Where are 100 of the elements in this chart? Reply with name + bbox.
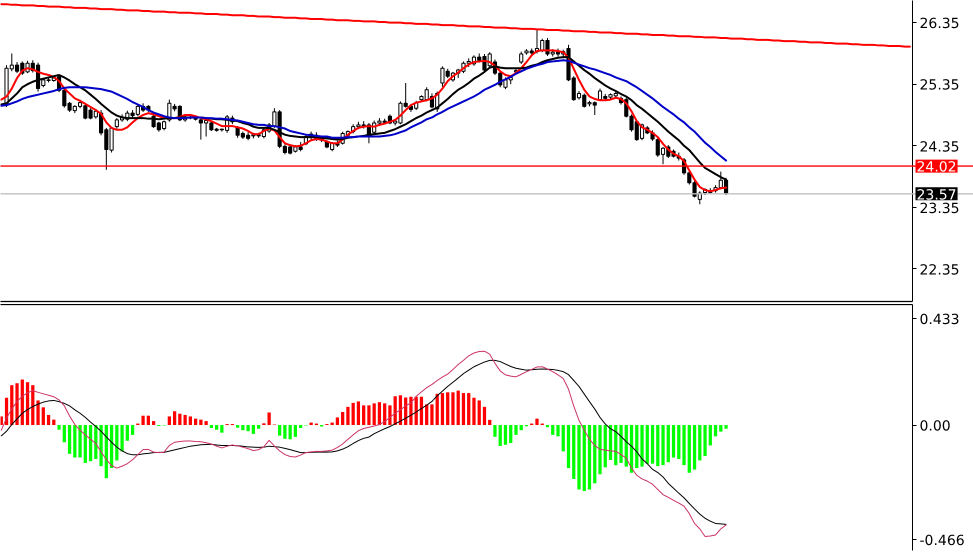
bar (104, 425, 108, 478)
bar (703, 425, 707, 456)
bar (257, 425, 260, 429)
bar (719, 425, 722, 432)
bar (593, 425, 596, 484)
bar (493, 425, 497, 437)
bar (472, 398, 476, 426)
bar (210, 425, 213, 428)
bar (604, 425, 607, 468)
line-series (0, 59, 728, 162)
bar (356, 401, 360, 426)
bar (204, 421, 208, 426)
bar (535, 418, 539, 426)
bar (168, 416, 171, 426)
bar (84, 425, 87, 463)
bar (94, 425, 98, 459)
bar (698, 425, 702, 460)
bar (650, 425, 654, 464)
bar (456, 390, 460, 426)
bar (367, 405, 371, 426)
bar (20, 380, 24, 426)
bar (566, 425, 570, 468)
candlestick (519, 51, 524, 64)
bar (504, 425, 508, 445)
bar (482, 406, 486, 426)
y-tick-label: 25.35 (920, 78, 960, 94)
bar (577, 425, 581, 490)
bar (646, 425, 649, 464)
bar (62, 425, 66, 442)
bar (556, 425, 560, 436)
bar (152, 421, 156, 426)
bar (677, 425, 680, 459)
bar (624, 425, 628, 467)
bar (572, 425, 576, 479)
bar (462, 393, 466, 426)
bar (362, 405, 366, 426)
bar (246, 425, 250, 432)
ref-line-label: 23.57 (916, 187, 957, 204)
bar (252, 425, 256, 434)
bar (220, 425, 224, 433)
y-tick-label: -0.466 (920, 533, 965, 550)
bar (614, 425, 618, 466)
bar (52, 420, 56, 426)
bar (708, 425, 712, 446)
bar (115, 425, 118, 460)
bar (488, 420, 492, 426)
bar (330, 422, 334, 426)
bar (436, 394, 439, 426)
y-tick-label: 24.35 (920, 139, 960, 156)
bar (425, 404, 428, 426)
bar (141, 416, 145, 426)
bar (283, 425, 287, 439)
bar (278, 425, 282, 436)
bar (268, 412, 271, 426)
bar (661, 425, 665, 466)
y-tick-label: 22.35 (920, 262, 960, 278)
bar (430, 404, 434, 426)
bar (352, 402, 355, 426)
bar (188, 416, 192, 426)
bar (288, 425, 292, 440)
ref-line-label: 24.02 (916, 160, 957, 176)
bar (478, 400, 481, 426)
bar (714, 425, 718, 436)
bar (346, 406, 350, 426)
bar (126, 425, 129, 441)
bar (68, 425, 72, 454)
bar (688, 425, 691, 473)
bar (440, 393, 444, 426)
bar (598, 425, 602, 474)
bar (336, 417, 340, 426)
bar (414, 396, 418, 426)
bar (194, 418, 198, 426)
bar (0, 416, 3, 426)
bar (31, 385, 34, 426)
bar (672, 425, 676, 458)
bar (178, 414, 182, 426)
bar (682, 425, 686, 466)
bar (73, 425, 76, 458)
line-series (0, 3, 911, 48)
bar (588, 425, 592, 490)
bar (372, 403, 376, 426)
bar (199, 420, 202, 426)
bar (383, 403, 386, 426)
bar (294, 425, 298, 437)
bar (299, 425, 302, 428)
bar (404, 397, 408, 426)
bar (692, 425, 696, 470)
bar (446, 392, 450, 426)
bar (635, 425, 638, 468)
bar (562, 425, 565, 452)
bar (666, 425, 670, 462)
bar (46, 414, 50, 426)
bar (509, 425, 512, 443)
bar (451, 392, 455, 426)
bar (172, 411, 176, 426)
bar (130, 425, 134, 435)
bar (183, 414, 187, 426)
bar (10, 385, 14, 426)
bar (146, 416, 150, 426)
bar (467, 393, 470, 426)
